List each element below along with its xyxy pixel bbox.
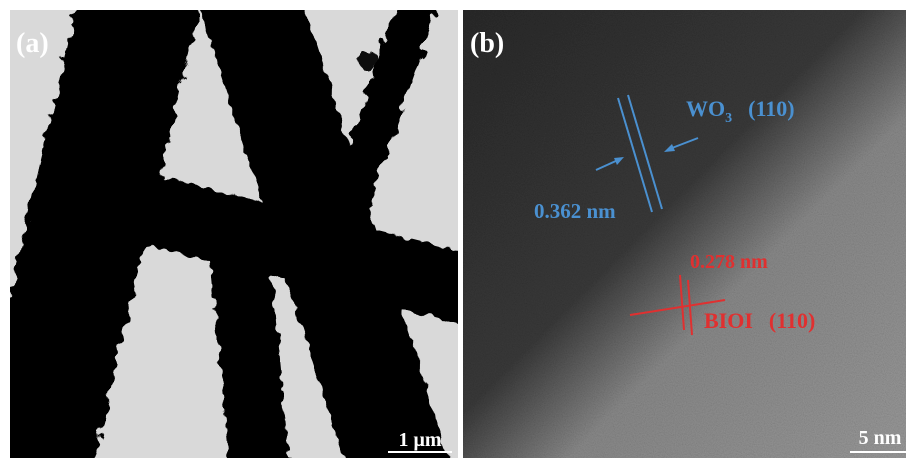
- page: (a) 1 μm (b) 5 nm WO3 (110) 0.362 nm 0.27…: [0, 0, 906, 463]
- panel-label: (a): [16, 28, 49, 59]
- panel-a: [10, 0, 470, 463]
- panel-label: (b): [470, 28, 504, 59]
- plane: (110): [769, 308, 815, 333]
- subscript: 3: [725, 111, 732, 126]
- scale-bar-label: 5 nm: [859, 427, 902, 449]
- bioi-spacing: 0.278 nm: [690, 251, 768, 273]
- scale-bar-label: 1 μm: [399, 429, 442, 451]
- figure: (a) 1 μm (b) 5 nm WO3 (110) 0.362 nm 0.27…: [0, 0, 906, 463]
- wo3-spacing: 0.362 nm: [534, 199, 616, 223]
- material: BIOI: [704, 308, 753, 333]
- panel-b: [463, 10, 906, 458]
- plane: (110): [748, 96, 794, 121]
- material: WO: [686, 96, 725, 121]
